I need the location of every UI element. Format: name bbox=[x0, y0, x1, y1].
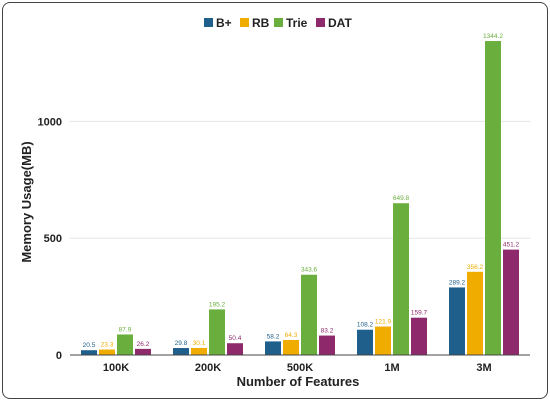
legend-swatch bbox=[316, 18, 325, 27]
bar-RB-500K bbox=[283, 339, 299, 355]
y-tick-labels: 0 500 1000 bbox=[38, 116, 62, 362]
bar-DAT-500K bbox=[319, 335, 335, 355]
bar-Trie-3M bbox=[485, 41, 501, 355]
y-tick-label: 1000 bbox=[38, 116, 62, 128]
data-label: 20.5 bbox=[83, 342, 96, 349]
data-label: 23.3 bbox=[101, 342, 114, 349]
bar-RB-1M bbox=[375, 326, 391, 355]
bars-group bbox=[81, 41, 519, 355]
data-label: 26.2 bbox=[137, 341, 150, 348]
bar-DAT-3M bbox=[503, 249, 519, 355]
bar-Trie-100K bbox=[117, 334, 133, 355]
data-label: 50.4 bbox=[229, 335, 242, 342]
data-label: 289.2 bbox=[449, 279, 466, 286]
bar-DAT-1M bbox=[411, 317, 427, 355]
bar-B-1M bbox=[357, 329, 373, 355]
legend-label: Trie bbox=[286, 16, 308, 30]
x-tick-label: 3M bbox=[476, 362, 491, 374]
y-tick-label: 0 bbox=[56, 350, 62, 362]
legend-swatch bbox=[240, 18, 249, 27]
x-tick-label: 500K bbox=[287, 362, 313, 374]
data-label: 343.6 bbox=[301, 267, 318, 274]
data-label: 121.9 bbox=[375, 319, 392, 326]
bar-Trie-200K bbox=[209, 309, 225, 355]
bar-RB-100K bbox=[99, 349, 115, 355]
y-tick-label: 500 bbox=[44, 233, 62, 245]
bar-DAT-100K bbox=[135, 348, 151, 355]
bar-B-100K bbox=[81, 350, 97, 355]
data-label: 87.9 bbox=[119, 326, 132, 333]
legend-label: B+ bbox=[216, 16, 232, 30]
data-label: 1344.2 bbox=[483, 33, 503, 40]
bar-B-200K bbox=[173, 348, 189, 355]
data-label: 356.2 bbox=[467, 264, 484, 271]
data-label: 159.7 bbox=[411, 310, 428, 317]
data-label: 29.8 bbox=[175, 340, 188, 347]
x-tick-label: 200K bbox=[195, 362, 221, 374]
legend-label: RB bbox=[252, 16, 270, 30]
data-label: 649.8 bbox=[393, 195, 410, 202]
data-label: 108.2 bbox=[357, 322, 374, 329]
data-labels-group: 20.5 23.3 87.9 26.2 29.8 30.1 195.2 50.4 58.2 64.… bbox=[83, 33, 520, 349]
data-label: 195.2 bbox=[209, 301, 226, 308]
bar-DAT-200K bbox=[227, 343, 243, 355]
bar-Trie-500K bbox=[301, 274, 317, 355]
data-label: 83.2 bbox=[321, 328, 334, 335]
y-axis-title: Memory Usage(MB) bbox=[19, 141, 34, 262]
bar-RB-3M bbox=[467, 271, 483, 355]
data-label: 451.2 bbox=[503, 242, 520, 249]
x-tick-labels: 100K 200K 500K 1M 3M bbox=[103, 362, 492, 374]
data-label: 30.1 bbox=[193, 340, 206, 347]
x-axis-title: Number of Features bbox=[237, 374, 360, 389]
bar-Trie-1M bbox=[393, 203, 409, 355]
legend-swatch bbox=[274, 18, 283, 27]
data-label: 64.3 bbox=[285, 332, 298, 339]
legend-swatch bbox=[204, 18, 213, 27]
x-tick-label: 100K bbox=[103, 362, 129, 374]
legend-label: DAT bbox=[328, 16, 352, 30]
bar-B-3M bbox=[449, 287, 465, 355]
data-label: 58.2 bbox=[267, 333, 280, 340]
bar-B-500K bbox=[265, 341, 281, 355]
legend: B+ RB Trie DAT bbox=[204, 16, 352, 30]
bar-RB-200K bbox=[191, 347, 207, 355]
x-tick-label: 1M bbox=[384, 362, 399, 374]
grid-lines bbox=[70, 120, 530, 239]
